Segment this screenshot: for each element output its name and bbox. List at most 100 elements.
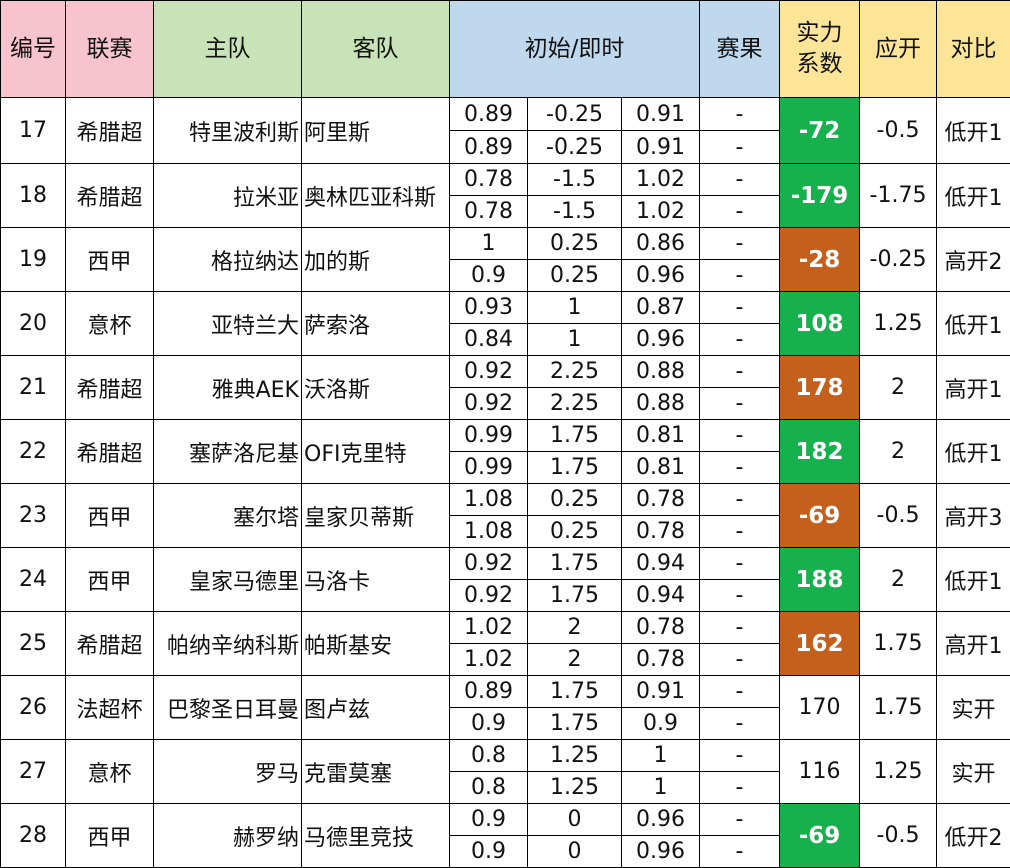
league-name: 希腊超 bbox=[66, 612, 154, 676]
initial-handicap: 1.75 bbox=[528, 548, 622, 580]
home-team: 巴黎圣日耳曼 bbox=[154, 676, 302, 740]
away-team: 马洛卡 bbox=[302, 548, 450, 612]
initial-home-odds: 0.92 bbox=[450, 356, 528, 388]
initial-handicap: 1 bbox=[528, 292, 622, 324]
live-handicap: 0.25 bbox=[528, 260, 622, 292]
live-home-odds: 0.9 bbox=[450, 836, 528, 868]
live-handicap: 1.25 bbox=[528, 772, 622, 804]
result-live: - bbox=[700, 708, 780, 740]
league-name: 希腊超 bbox=[66, 356, 154, 420]
home-team: 帕纳辛纳科斯 bbox=[154, 612, 302, 676]
expected-open: 2 bbox=[860, 420, 937, 484]
initial-home-odds: 0.9 bbox=[450, 804, 528, 836]
away-team: 萨索洛 bbox=[302, 292, 450, 356]
expected-open: 1.25 bbox=[860, 292, 937, 356]
live-home-odds: 0.8 bbox=[450, 772, 528, 804]
result-initial: - bbox=[700, 612, 780, 644]
home-team: 罗马 bbox=[154, 740, 302, 804]
live-home-odds: 0.92 bbox=[450, 580, 528, 612]
live-home-odds: 0.92 bbox=[450, 388, 528, 420]
league-name: 意杯 bbox=[66, 292, 154, 356]
league-name: 法超杯 bbox=[66, 676, 154, 740]
initial-handicap: -0.25 bbox=[528, 98, 622, 131]
live-home-odds: 0.9 bbox=[450, 260, 528, 292]
open-compare: 低开2 bbox=[937, 804, 1010, 868]
home-team: 格拉纳达 bbox=[154, 228, 302, 292]
initial-home-odds: 0.99 bbox=[450, 420, 528, 452]
away-team: 阿里斯 bbox=[302, 98, 450, 164]
live-home-odds: 0.99 bbox=[450, 452, 528, 484]
away-team: 图卢兹 bbox=[302, 676, 450, 740]
strength-score: 188 bbox=[780, 548, 860, 612]
initial-away-odds: 0.94 bbox=[622, 548, 700, 580]
live-handicap: 1.75 bbox=[528, 580, 622, 612]
open-compare: 低开1 bbox=[937, 164, 1010, 228]
initial-home-odds: 0.89 bbox=[450, 676, 528, 708]
live-home-odds: 1.08 bbox=[450, 516, 528, 548]
league-name: 西甲 bbox=[66, 804, 154, 868]
open-compare: 高开1 bbox=[937, 612, 1010, 676]
match-no: 17 bbox=[1, 98, 66, 164]
initial-away-odds: 0.96 bbox=[622, 804, 700, 836]
result-live: - bbox=[700, 580, 780, 612]
header-league: 联赛 bbox=[66, 1, 154, 98]
home-team: 亚特兰大 bbox=[154, 292, 302, 356]
live-away-odds: 0.81 bbox=[622, 452, 700, 484]
result-live: - bbox=[700, 131, 780, 164]
strength-score: -72 bbox=[780, 98, 860, 164]
strength-score: -69 bbox=[780, 484, 860, 548]
match-no: 21 bbox=[1, 356, 66, 420]
initial-handicap: 0 bbox=[528, 804, 622, 836]
header-compare: 对比 bbox=[937, 1, 1010, 98]
header-away: 客队 bbox=[302, 1, 450, 98]
result-live: - bbox=[700, 196, 780, 228]
expected-open: 1.75 bbox=[860, 612, 937, 676]
result-live: - bbox=[700, 516, 780, 548]
expected-open: -0.5 bbox=[860, 98, 937, 164]
initial-home-odds: 1 bbox=[450, 228, 528, 260]
initial-home-odds: 0.89 bbox=[450, 98, 528, 131]
live-away-odds: 0.78 bbox=[622, 644, 700, 676]
home-team: 皇家马德里 bbox=[154, 548, 302, 612]
expected-open: 1.25 bbox=[860, 740, 937, 804]
strength-score: 178 bbox=[780, 356, 860, 420]
live-handicap: 1.75 bbox=[528, 452, 622, 484]
open-compare: 低开1 bbox=[937, 98, 1010, 164]
live-away-odds: 1.02 bbox=[622, 196, 700, 228]
result-live: - bbox=[700, 324, 780, 356]
result-live: - bbox=[700, 452, 780, 484]
result-live: - bbox=[700, 260, 780, 292]
away-team: 皇家贝蒂斯 bbox=[302, 484, 450, 548]
initial-handicap: 0.25 bbox=[528, 228, 622, 260]
away-team: 马德里竞技 bbox=[302, 804, 450, 868]
result-initial: - bbox=[700, 98, 780, 131]
initial-away-odds: 0.87 bbox=[622, 292, 700, 324]
result-live: - bbox=[700, 644, 780, 676]
initial-home-odds: 0.78 bbox=[450, 164, 528, 196]
expected-open: 1.75 bbox=[860, 676, 937, 740]
result-initial: - bbox=[700, 228, 780, 260]
home-team: 塞萨洛尼基 bbox=[154, 420, 302, 484]
strength-score: 170 bbox=[780, 676, 860, 740]
header-strength-label: 实力系数 bbox=[794, 18, 846, 80]
header-odds: 初始/即时 bbox=[450, 1, 700, 98]
live-home-odds: 0.84 bbox=[450, 324, 528, 356]
open-compare: 低开1 bbox=[937, 292, 1010, 356]
live-handicap: 0 bbox=[528, 836, 622, 868]
live-handicap: -1.5 bbox=[528, 196, 622, 228]
expected-open: 2 bbox=[860, 356, 937, 420]
open-compare: 低开1 bbox=[937, 548, 1010, 612]
strength-score: 162 bbox=[780, 612, 860, 676]
expected-open: -0.5 bbox=[860, 484, 937, 548]
away-team: 沃洛斯 bbox=[302, 356, 450, 420]
away-team: 克雷莫塞 bbox=[302, 740, 450, 804]
